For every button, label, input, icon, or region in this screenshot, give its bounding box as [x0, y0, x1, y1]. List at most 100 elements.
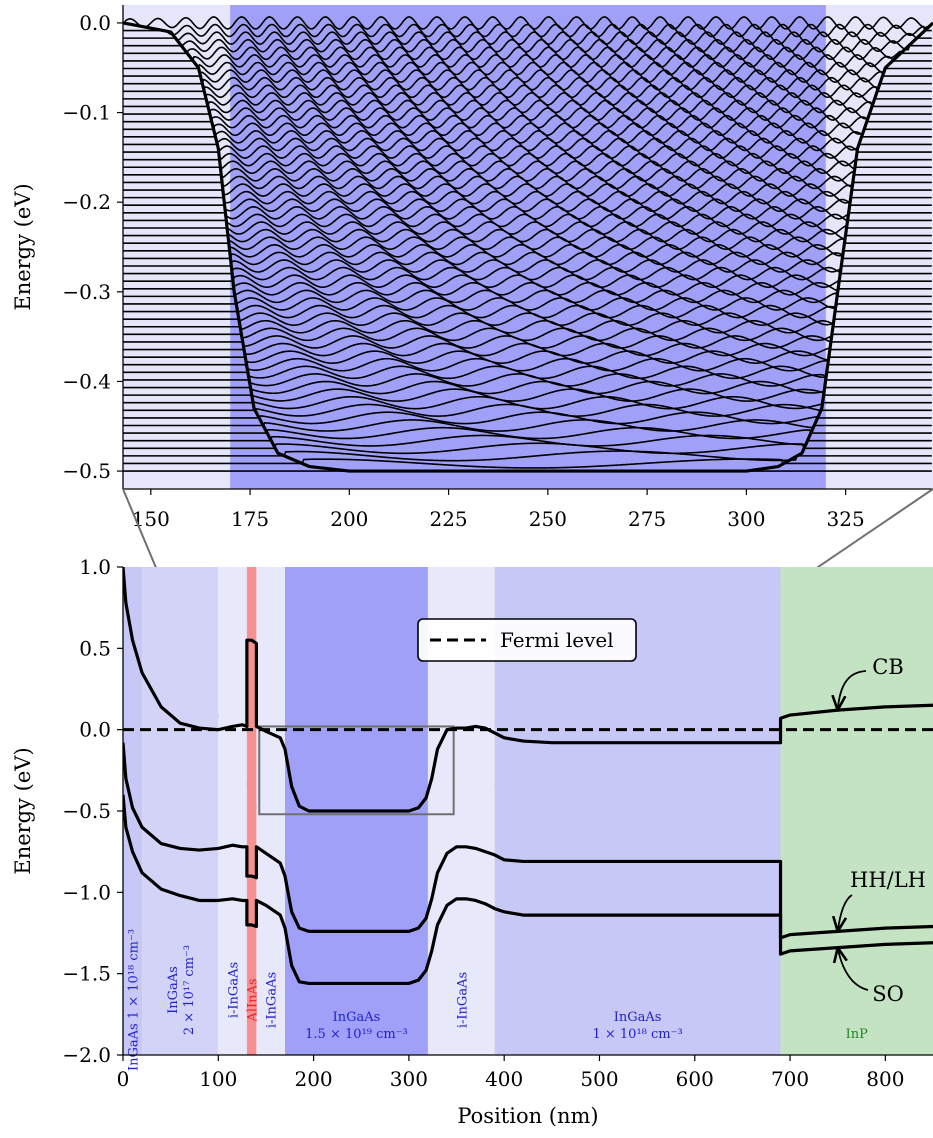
layer-label: InP [846, 1027, 869, 1042]
main-y-tick-label: −0.5 [62, 799, 111, 823]
layer-region [218, 567, 247, 1055]
layer-label-line: i-InGaAs [265, 972, 280, 1028]
main-x-tick-label: 700 [771, 1067, 809, 1091]
wavefunction-line [123, 434, 932, 447]
main-panel: InGaAs 1 × 10¹⁸ cm⁻³ InGaAs2 × 10¹⁷ cm⁻³ i… [11, 555, 933, 1128]
wavefunction-line [123, 259, 932, 273]
layer-region [246, 567, 257, 1055]
zoom-panel: 150 175 200 225 250 275 300 325 0.0 −0.1 −0.2 −0.3 −… [11, 5, 933, 531]
main-x-tick-label: 600 [676, 1067, 714, 1091]
wavefunction-line [123, 266, 932, 281]
wavefunction-line [123, 92, 932, 106]
wavefunction-line [123, 122, 932, 137]
main-x-tick-label: 300 [390, 1067, 428, 1091]
layer-label-line: AlInAs [246, 978, 261, 1022]
wavefunction-line [123, 426, 932, 440]
annotation-arrow [838, 894, 853, 931]
main-region-labels: InGaAs 1 × 10¹⁸ cm⁻³ InGaAs2 × 10¹⁷ cm⁻³ i… [127, 929, 869, 1071]
layer-label: 1 × 10¹⁸ cm⁻³ [592, 1027, 682, 1042]
layer-label: i-InGaAs [455, 972, 470, 1028]
layer-label: i-InGaAs [227, 962, 242, 1018]
main-y-axis-label: Energy (eV) [11, 747, 35, 874]
zoom-x-tick-label: 250 [529, 507, 567, 531]
wavefunction-line [123, 319, 932, 334]
layer-label-line: InGaAs [166, 966, 181, 1014]
wavefunction-line [123, 190, 932, 205]
annotation-label-hhlh: HH/LH [850, 868, 926, 892]
wavefunction-line [123, 335, 932, 349]
main-band-layer [123, 567, 933, 986]
layer-region [256, 567, 285, 1055]
main-y-tick-label: −1.0 [62, 880, 111, 904]
wavefunction-line [123, 304, 932, 319]
zoom-x-tick-label: 200 [330, 507, 368, 531]
wavefunction-line [123, 76, 932, 91]
wavefunction-line [123, 206, 932, 220]
main-y-tick-label: 1.0 [79, 555, 111, 579]
wavefunction-line [123, 395, 932, 410]
main-axes: 0 100 200 300 400 500 600 700 800 1.0 0.5 0.0 −0.5 −1… [11, 555, 933, 1128]
wavefunction-line [123, 168, 932, 182]
wavefunction-line [123, 99, 932, 114]
wavefunction-line [123, 31, 932, 45]
main-y-tick-label: 0.0 [79, 718, 111, 742]
layer-label: InGaAs [614, 1010, 662, 1025]
zoom-y-axis-label: Energy (eV) [11, 183, 35, 310]
annotation-label-so: SO [872, 982, 904, 1006]
wavefunction-line [123, 175, 932, 190]
main-y-tick-label: 0.5 [79, 636, 111, 660]
wavefunction-line [123, 281, 932, 296]
legend-box [417, 618, 637, 662]
wavefunction-line [123, 380, 932, 395]
zoom-y-tick-label: −0.5 [62, 459, 111, 483]
wavefunction-line [123, 130, 932, 144]
zoom-x-tick-label: 225 [429, 507, 467, 531]
annotation-arrow [838, 948, 869, 991]
wavefunction-line [123, 327, 932, 342]
zoom-x-tick-label: 175 [231, 507, 269, 531]
wavefunction-line [123, 350, 932, 364]
wavefunction-line [123, 46, 932, 61]
main-x-tick-label: 100 [199, 1067, 237, 1091]
band-line-so [123, 794, 933, 986]
annotation-arrow [838, 670, 867, 710]
wavefunction-line [123, 38, 932, 53]
wavefunction-line [123, 107, 932, 121]
wavefunction-line [123, 357, 932, 372]
wavefunction-line [123, 160, 932, 175]
wavefunction-line [123, 16, 933, 30]
wavefunction-line [123, 183, 932, 197]
wavefunction-line [123, 236, 932, 251]
legend-fermi-label: Fermi level [500, 628, 614, 652]
layer-label-line: 2 × 10¹⁷ cm⁻³ [182, 945, 197, 1035]
main-x-tick-label: 500 [580, 1067, 618, 1091]
layer-region [780, 567, 933, 1055]
band-line-hhlh [123, 742, 933, 940]
main-x-tick-label: 0 [117, 1067, 130, 1091]
wavefunction-line [123, 61, 932, 76]
zoom-wavefunction-layer [123, 16, 933, 473]
main-x-tick-label: 800 [866, 1067, 904, 1091]
wavefunction-line [123, 289, 932, 304]
wavefunction-line [123, 23, 932, 38]
layer-label: InGaAs2 × 10¹⁷ cm⁻³ [166, 945, 197, 1035]
zoom-y-tick-label: 0.0 [79, 11, 111, 35]
zoom-y-tick-label: −0.2 [62, 190, 111, 214]
legend: Fermi level [417, 618, 637, 662]
zoom-x-tick-label: 275 [628, 507, 666, 531]
layer-label: i-InGaAs [265, 972, 280, 1028]
main-y-tick-label: −2.0 [62, 1043, 111, 1067]
main-x-tick-label: 200 [294, 1067, 332, 1091]
layer-label-line: i-InGaAs [227, 962, 242, 1018]
wavefunction-line [123, 228, 932, 243]
band-line-cb [123, 567, 933, 813]
wavefunction-line [123, 419, 932, 432]
wavefunction-line [123, 69, 932, 83]
main-y-tick-label: −1.5 [62, 962, 111, 986]
layer-label-line: i-InGaAs [455, 972, 470, 1028]
zoom-x-tick-label: 150 [132, 507, 170, 531]
zoom-y-tick-label: −0.3 [62, 280, 111, 304]
wavefunction-line [123, 297, 932, 311]
layer-label-line: InGaAs 1 × 10¹⁸ cm⁻³ [127, 929, 142, 1071]
